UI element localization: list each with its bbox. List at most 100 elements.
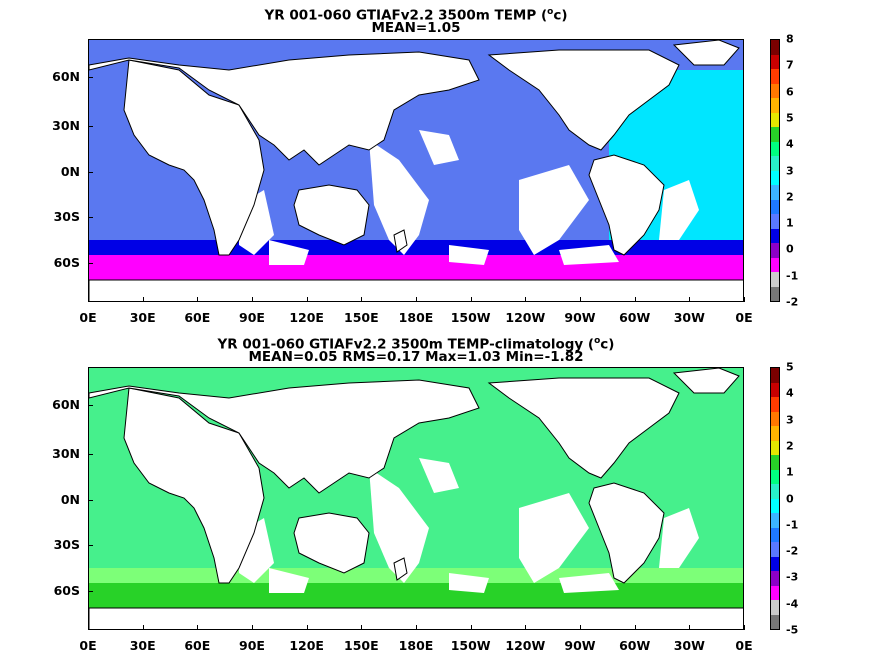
- x-axis-tick: [252, 297, 253, 302]
- colorbar-label: 7: [786, 58, 794, 72]
- missing-data-region: [559, 245, 619, 265]
- colorbar-label: -2: [786, 295, 799, 309]
- x-axis-tick-label: 0E: [79, 638, 97, 653]
- x-axis-tick: [744, 297, 745, 302]
- y-axis-tick: [88, 405, 93, 406]
- y-axis-tick-label: 60S: [53, 255, 80, 270]
- colorbar-strip: [770, 39, 780, 302]
- panel2-subtitle: MEAN=0.05 RMS=0.17 Max=1.03 Min=-1.82: [248, 349, 584, 365]
- colorbar-segment: [771, 585, 779, 600]
- x-axis-tick: [197, 625, 199, 630]
- colorbar-label: 4: [786, 137, 794, 151]
- land-outline: [393, 557, 408, 581]
- y-axis-tick: [88, 500, 93, 501]
- colorbar-segment: [771, 286, 779, 301]
- colorbar-label: 4: [786, 386, 794, 400]
- y-axis-tick: [88, 77, 93, 78]
- x-axis-tick: [416, 297, 417, 302]
- panel1-map: [88, 39, 744, 302]
- y-axis-tick-label: 30S: [53, 209, 80, 224]
- colorbar-segment: [771, 156, 779, 171]
- colorbar-segment: [771, 257, 779, 272]
- colorbar-segment: [771, 272, 779, 287]
- x-axis-tick-label: 30E: [129, 638, 156, 653]
- y-axis-tick-label: 30N: [52, 118, 80, 133]
- colorbar-segment: [771, 98, 779, 113]
- x-axis-tick: [580, 297, 581, 302]
- colorbar-label: -3: [786, 570, 799, 584]
- colorbar-label: -2: [786, 544, 799, 558]
- y-axis-tick: [88, 591, 93, 592]
- missing-data-region: [369, 468, 429, 583]
- colorbar-segment: [771, 513, 779, 528]
- x-axis-tick-label: 120W: [505, 638, 546, 653]
- colorbar-label: -1: [786, 518, 799, 532]
- missing-data-region: [519, 165, 589, 255]
- panel2-title: YR 001-060 GTIAFv2.2 3500m TEMP-climatol…: [217, 336, 615, 353]
- x-axis-tick-label: 30E: [129, 310, 156, 325]
- x-axis-tick-label: 150W: [450, 310, 491, 325]
- y-axis-tick-label: 0N: [60, 164, 80, 179]
- colorbar-label: 0: [786, 242, 794, 256]
- missing-data-region: [419, 458, 459, 493]
- x-axis-tick-label: 60E: [184, 638, 211, 653]
- colorbar-label: 8: [786, 32, 794, 46]
- colorbar-segment: [771, 440, 779, 455]
- y-axis-tick: [88, 126, 93, 127]
- panel1-subtitle: MEAN=1.05: [371, 20, 461, 36]
- x-axis-tick-label: 90E: [239, 310, 265, 325]
- x-axis-tick-label: 120W: [505, 310, 546, 325]
- x-axis-tick: [525, 297, 527, 302]
- x-axis-tick: [306, 297, 308, 302]
- y-axis-tick-label: 60N: [52, 69, 80, 84]
- colorbar-segment: [771, 170, 779, 185]
- colorbar-segment: [771, 368, 779, 383]
- land-outline: [672, 368, 740, 394]
- x-axis-tick: [416, 625, 417, 630]
- x-axis-tick: [197, 297, 199, 302]
- missing-data-region: [269, 568, 309, 593]
- colorbar-segment: [771, 498, 779, 513]
- x-axis-tick-label: 180E: [398, 638, 434, 653]
- x-axis-tick: [580, 625, 581, 630]
- colorbar-segment: [771, 542, 779, 557]
- y-axis-tick-label: 60N: [52, 397, 80, 412]
- y-axis-tick-label: 60S: [53, 583, 80, 598]
- colorbar-strip: [770, 367, 780, 630]
- land-outline: [487, 49, 680, 151]
- x-axis-tick: [634, 625, 636, 630]
- land-outline: [293, 184, 370, 246]
- x-axis-tick: [88, 625, 89, 630]
- panel2-map: [88, 367, 744, 630]
- colorbar-segment: [771, 614, 779, 629]
- colorbar-segment: [771, 556, 779, 571]
- x-axis-tick-label: 120E: [289, 638, 324, 653]
- colorbar-segment: [771, 54, 779, 69]
- x-axis-tick-label: 60W: [619, 638, 651, 653]
- colorbar-label: 2: [786, 190, 794, 204]
- colorbar-segment: [771, 228, 779, 243]
- x-axis-tick-label: 60E: [184, 310, 211, 325]
- missing-data-region: [559, 573, 619, 593]
- x-axis-tick-label: 150W: [450, 638, 491, 653]
- x-axis-tick-label: 30W: [673, 638, 705, 653]
- x-axis-tick: [361, 297, 363, 302]
- x-axis-tick-label: 90W: [564, 310, 596, 325]
- colorbar-segment: [771, 426, 779, 441]
- colorbar-label: -5: [786, 623, 799, 637]
- land-outline: [293, 512, 370, 574]
- land-outline: [393, 229, 408, 253]
- y-axis-tick-label: 0N: [60, 492, 80, 507]
- colorbar-segment: [771, 141, 779, 156]
- y-axis-tick-label: 30S: [53, 537, 80, 552]
- colorbar-segment: [771, 382, 779, 397]
- x-axis-tick: [634, 297, 636, 302]
- land-outline: [89, 51, 480, 166]
- colorbar-label: 0: [786, 492, 794, 505]
- x-axis-tick: [689, 297, 691, 302]
- colorbar-label: -1: [786, 269, 799, 283]
- colorbar-label: 5: [786, 111, 794, 125]
- land-outline: [89, 279, 743, 301]
- x-axis-tick: [525, 625, 527, 630]
- colorbar-segment: [771, 527, 779, 542]
